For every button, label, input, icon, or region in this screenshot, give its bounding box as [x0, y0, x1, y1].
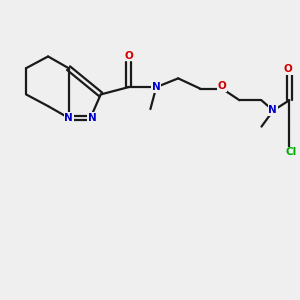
Text: N: N: [64, 113, 73, 123]
Text: N: N: [268, 105, 277, 115]
Text: O: O: [284, 64, 292, 74]
Text: N: N: [152, 82, 161, 92]
Text: N: N: [88, 113, 96, 123]
Text: O: O: [124, 51, 133, 61]
Text: Cl: Cl: [286, 147, 297, 157]
Text: O: O: [218, 81, 226, 91]
